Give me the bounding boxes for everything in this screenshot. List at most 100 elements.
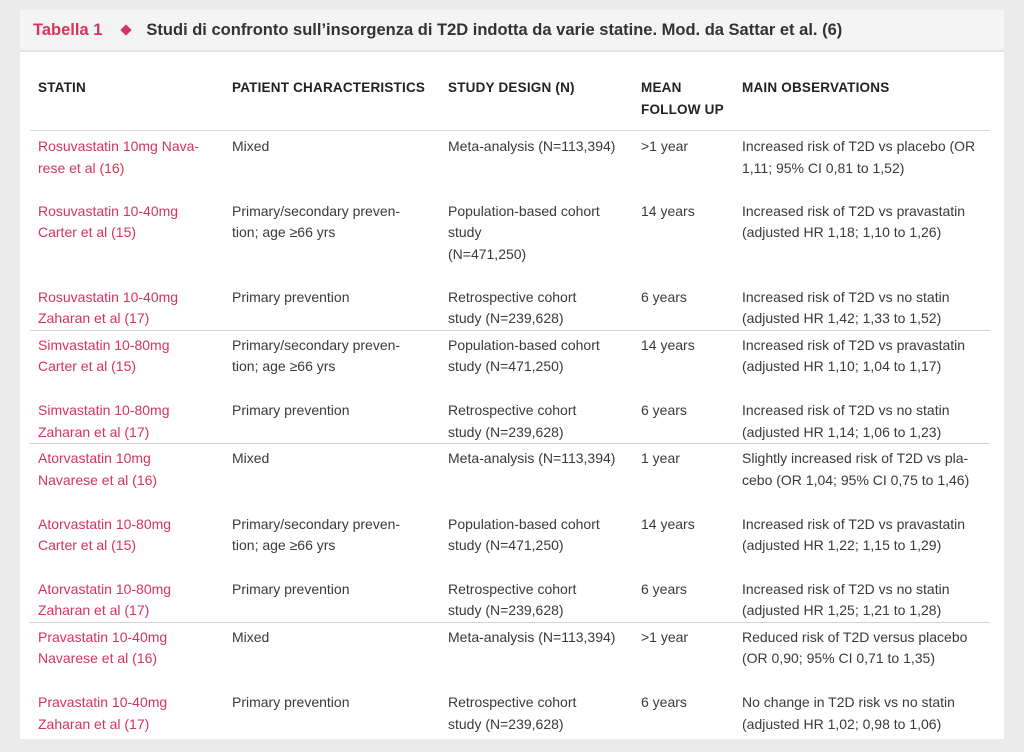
cell-design: Meta-analysis (N=113,394) [440,621,633,687]
cell-line: Zaharan et al (17) [38,310,150,326]
cell-design: Population-based cohort study (N=471,250) [440,509,633,574]
cell-observations: Increased risk of T2D vs pravastatin (adj… [734,196,990,282]
cell-line: Population-based cohort [448,202,600,219]
cell-design: Meta-analysis (N=113,394) [440,443,633,509]
cell-statin: Pravastatin 10-40mg Navarese et al (16) [30,621,224,687]
table-row: Rosuvastatin 10mg Nava-rese et al (16) Mi… [30,131,990,196]
cell-line: Pravastatin 10-40mg [38,694,168,710]
table-row: Rosuvastatin 10-40mg Zaharan et al (17) Pr… [30,282,990,331]
cell-line: No change in T2D risk vs no statin [742,694,955,710]
diamond-icon [120,24,133,36]
cell-line: Atorvastatin 10-80mg [38,515,172,532]
cell-followup: 1 year [633,443,734,509]
table-row: Atorvastatin 10-80mg Zaharan et al (17) Pr… [30,574,990,623]
cell-text: 6 years [641,580,687,597]
cell-patient: Primary prevention [224,574,440,623]
cell-line: Meta-analysis (N=113,394) [448,628,616,645]
cell-line: (adjusted HR 1,42; 1,33 to 1,52) [742,310,942,326]
cell-line: study (N=239,628) [448,602,564,618]
cell-line: Atorvastatin 10-80mg [38,580,172,597]
cell-statin: Atorvastatin 10-80mg Zaharan et al (17) [30,574,224,623]
cell-statin: Simvastatin 10-80mg Zaharan et al (17) [30,395,224,444]
table-row: Pravastatin 10-40mg Zaharan et al (17) Pri… [30,687,990,752]
cell-followup: 14 years [633,329,734,395]
cell-design: Population-based cohort study (N=471,250) [440,196,633,282]
cell-line: (adjusted HR 1,14; 1,06 to 1,23) [742,423,942,440]
cell-observations: Increased risk of T2D vs placebo (OR 1,11… [734,131,990,196]
cell-line: Zaharan et al (17) [38,602,150,618]
cell-patient: Primary/secondary preven-tion; age ≥66 y… [224,196,440,282]
cell-text: 1 year [641,450,680,466]
cell-line: Rosuvastatin 10-40mg [38,288,179,305]
cell-line: Retrospective cohort [448,288,577,305]
cell-line: Retrospective cohort [448,580,577,597]
cell-line: (adjusted HR 1,10; 1,04 to 1,17) [742,358,942,374]
cell-patient: Primary/secondary preven-tion; age ≥66 y… [224,329,440,395]
cell-line: Primary prevention [232,694,350,710]
cell-design: Retrospective cohort study (N=239,628) [440,395,633,444]
header-row: STATIN PATIENT CHARACTERISTICS STUDY DES… [30,67,990,131]
cell-observations: Reduced risk of T2D versus placebo (OR 0,… [734,621,990,687]
cell-line: study [448,224,482,240]
cell-line: Population-based cohort [448,336,600,353]
cell-line: Increased risk of T2D vs pravastatin [742,515,966,532]
cell-design: Population-based cohort study (N=471,250) [440,329,633,395]
cell-line: Meta-analysis (N=113,394) [448,450,616,466]
column-header-design: STUDY DESIGN (N) [440,67,633,131]
cell-line: study (N=471,250) [448,358,564,374]
cell-line: Increased risk of T2D vs pravastatin [742,202,966,219]
cell-line: Zaharan et al (17) [38,423,150,440]
cell-line: Pravastatin 10-40mg [38,628,168,645]
cell-line: Simvastatin 10-80mg [38,336,170,353]
cell-followup: 14 years [633,509,734,574]
cell-line: (adjusted HR 1,18; 1,10 to 1,26) [742,224,942,240]
cell-followup: >1 year [633,131,734,196]
cell-line: Mixed [232,450,270,466]
cell-line: Slightly increased risk of T2D vs pla- [742,450,969,466]
cell-design: Retrospective cohort study (N=239,628) [440,574,633,623]
table-row: Atorvastatin 10mg Navarese et al (16) Mixe… [30,443,990,509]
cell-line: Increased risk of T2D vs pravastatin [742,336,966,353]
cell-line: (N=471,250) [448,245,527,262]
cell-patient: Mixed [224,131,440,196]
cell-observations: Increased risk of T2D vs pravastatin (adj… [734,509,990,574]
table-row: Rosuvastatin 10-40mg Carter et al (15) Pri… [30,196,990,282]
cell-line: Navarese et al (16) [38,650,158,666]
cell-followup: >1 year [633,621,734,687]
cell-line: 1,11; 95% CI 0,81 to 1,52) [742,159,905,176]
cell-patient: Primary prevention [224,282,440,331]
cell-statin: Atorvastatin 10-80mg Carter et al (15) [30,509,224,574]
cell-line: Increased risk of T2D vs no statin [742,580,950,597]
cell-patient: Primary prevention [224,395,440,444]
cell-line: study (N=239,628) [448,715,564,732]
cell-line: (OR 0,90; 95% CI 0,71 to 1,35) [742,650,935,666]
table-row: Pravastatin 10-40mg Navarese et al (16) Mi… [30,621,990,687]
cell-line: study (N=471,250) [448,537,564,553]
table-row: Simvastatin 10-80mg Carter et al (15) Prim… [30,329,990,395]
cell-line: Zaharan et al (17) [38,715,150,732]
cell-statin: Rosuvastatin 10-40mg Zaharan et al (17) [30,282,224,331]
cell-line: study (N=239,628) [448,310,564,326]
table-caption: Tabella 1 Studi di confronto sull’insorg… [20,10,1004,52]
table-title: Studi di confronto sull’insorgenza di T2… [146,20,843,39]
cell-line: Atorvastatin 10mg [38,450,151,466]
cell-patient: Mixed [224,621,440,687]
cell-text: 6 years [641,402,687,418]
table-number: Tabella 1 [33,20,103,39]
column-header-statin: STATIN [30,67,224,131]
cell-followup: 6 years [633,395,734,444]
cell-line: Mixed [232,628,270,645]
cell-line: rese et al (16) [38,159,125,176]
cell-patient: Primary/secondary preven-tion; age ≥66 y… [224,509,440,574]
cell-line: Primary prevention [232,580,350,597]
cell-followup: 6 years [633,574,734,623]
cell-line: Primary/secondary preven- [232,336,401,353]
cell-line: tion; age ≥66 yrs [232,224,336,240]
cell-text: >1 year [641,628,689,645]
cell-line: Primary prevention [232,288,350,305]
cell-design: Retrospective cohort study (N=239,628) [440,687,633,752]
cell-line: study (N=239,628) [448,423,564,440]
cell-line: Primary/secondary preven- [232,202,401,219]
cell-line: Carter et al (15) [38,537,137,553]
cell-line: Primary/secondary preven- [232,515,401,532]
